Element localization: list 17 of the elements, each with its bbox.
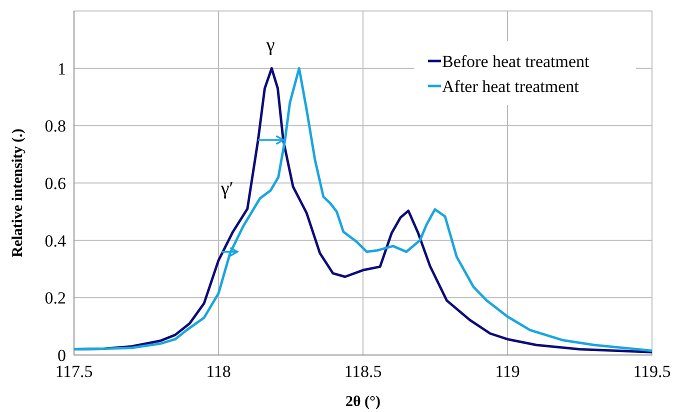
legend-label: After heat treatment <box>442 77 580 96</box>
legend-label: Before heat treatment <box>442 52 590 71</box>
x-tick-label: 119.5 <box>633 362 671 381</box>
x-tick-label: 118.5 <box>344 362 382 381</box>
x-tick-label: 119 <box>495 362 520 381</box>
y-tick-label: 0.2 <box>44 288 66 308</box>
x-tick-label: 117.5 <box>55 362 93 381</box>
y-tick-label: 0 <box>58 346 66 365</box>
y-tick-label: 0.6 <box>44 174 66 193</box>
x-axis-title: 2θ (°) <box>345 394 381 410</box>
y-tick-label: 0.8 <box>44 116 66 136</box>
x-tick-label: 118 <box>206 362 231 381</box>
annotation: γ′ <box>220 178 234 200</box>
annotation: γ <box>265 35 275 56</box>
y-axis-title: Relative intensity (.) <box>10 128 26 258</box>
y-tick-label: 1 <box>58 59 66 78</box>
y-tick-label: 0.4 <box>44 231 66 250</box>
